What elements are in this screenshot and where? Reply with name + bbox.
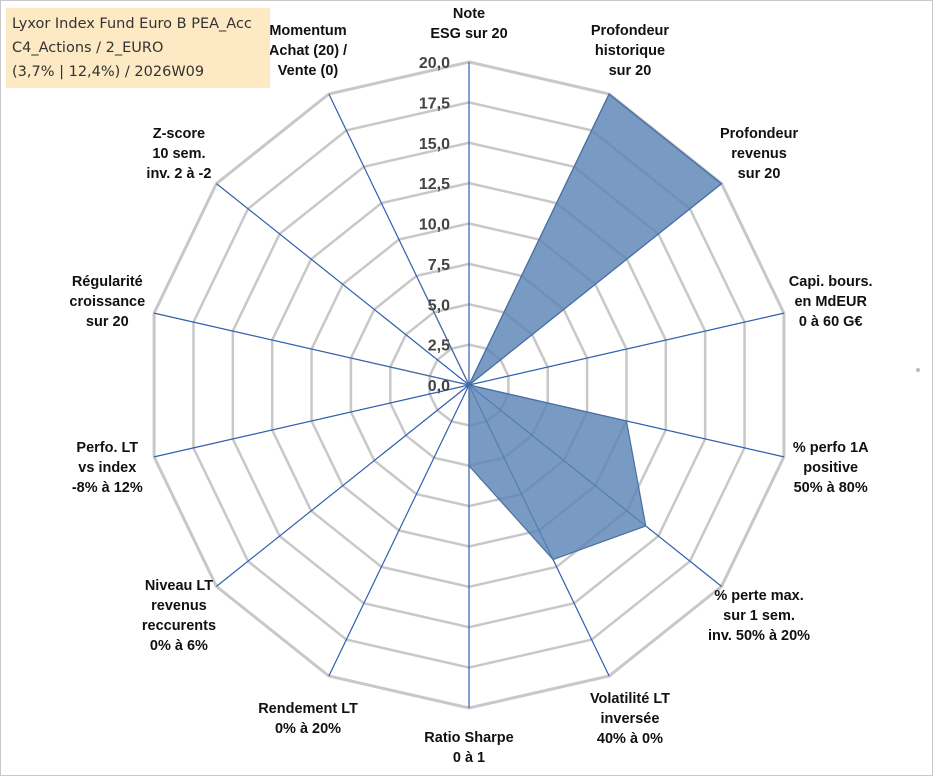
category-label: Momentum Achat (20) / Vente (0) <box>268 22 348 79</box>
category-label: % perfo 1A positive 50% à 80% <box>792 439 869 496</box>
tick-label: 5,0 <box>428 297 450 314</box>
category-label: % perte max. sur 1 sem. inv. 50% à 20% <box>707 588 811 645</box>
axis-spoke <box>216 183 470 386</box>
axis-spoke <box>216 384 470 587</box>
category-label: Capi. bours. en MdEUR 0 à 60 G€ <box>788 274 873 331</box>
axis-spoke <box>468 312 785 386</box>
fund-stats: (3,7% | 12,4%) / 2026W09 <box>12 64 205 80</box>
category-label: Régularité croissance sur 20 <box>69 274 146 331</box>
tick-label: 12,5 <box>419 176 450 193</box>
tick-label: 7,5 <box>428 257 450 274</box>
tick-label: 15,0 <box>419 136 450 153</box>
tick-label: 20,0 <box>419 55 450 72</box>
axis-spoke <box>328 384 470 677</box>
fund-category: C4_Actions / 2_EURO <box>12 40 164 56</box>
resize-handle[interactable] <box>916 368 920 372</box>
tick-label: 2,5 <box>428 338 450 355</box>
category-label: Profondeur historique sur 20 <box>590 22 670 79</box>
category-label: Z-score 10 sem. inv. 2 à -2 <box>146 125 212 182</box>
category-label: Volatilité LT inversée 40% à 0% <box>589 691 670 748</box>
category-label: Note ESG sur 20 <box>430 6 508 42</box>
fund-title-box: Lyxor Index Fund Euro B PEA_Acc C4_Actio… <box>6 8 270 88</box>
tick-label: 17,5 <box>419 95 450 112</box>
category-label: Ratio Sharpe 0 à 1 <box>424 730 514 766</box>
category-label: Perfo. LT vs index -8% à 12% <box>71 439 143 496</box>
category-label: Niveau LT revenus reccurents 0% à 6% <box>141 578 217 655</box>
category-label: Rendement LT 0% à 20% <box>258 701 358 738</box>
tick-label: 10,0 <box>419 217 450 234</box>
series-area <box>374 93 723 561</box>
category-label: Profondeur revenus sur 20 <box>719 125 799 182</box>
radar-tick-labels: 0,0 2,5 5,0 7,5 10,0 12,5 15,0 17,5 20,0 <box>419 55 450 395</box>
radar-series <box>374 93 723 561</box>
fund-name: Lyxor Index Fund Euro B PEA_Acc <box>12 16 252 32</box>
tick-label: 0,0 <box>428 378 450 395</box>
axis-spoke <box>153 384 470 458</box>
